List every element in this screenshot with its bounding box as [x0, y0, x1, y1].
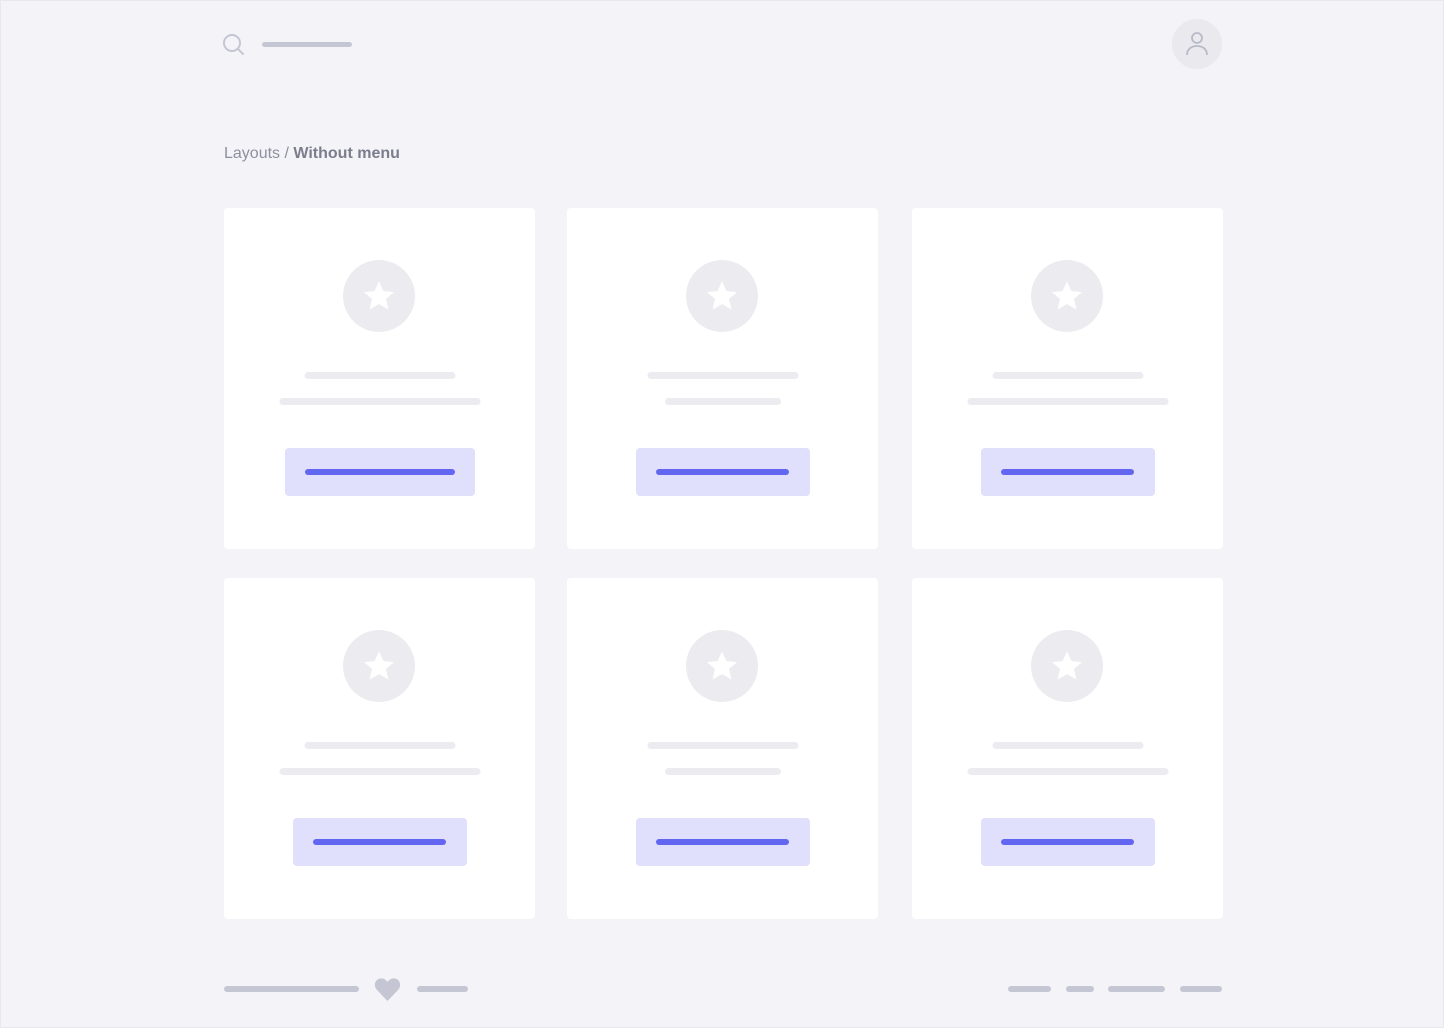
card-icon-circle: [686, 630, 758, 702]
card-subtitle: [967, 398, 1168, 405]
card-subtitle: [279, 768, 480, 775]
card-subtitle: [279, 398, 480, 405]
card: [567, 208, 878, 549]
card-button[interactable]: [284, 448, 475, 496]
card: [912, 208, 1223, 549]
breadcrumb: Layouts / Without menu: [224, 145, 400, 163]
search-input[interactable]: [262, 42, 352, 47]
heart-icon: [374, 978, 401, 1001]
card-title: [304, 372, 455, 379]
card-button-label: [304, 469, 455, 475]
footer-link[interactable]: [1008, 986, 1051, 992]
search-icon[interactable]: [222, 33, 246, 57]
card-button[interactable]: [635, 818, 810, 866]
star-icon: [1051, 651, 1083, 680]
card-title: [304, 742, 455, 749]
user-icon: [1186, 32, 1208, 56]
card-button[interactable]: [980, 818, 1155, 866]
breadcrumb-parent[interactable]: Layouts: [224, 145, 281, 162]
card-button-label: [1001, 839, 1134, 845]
footer-link[interactable]: [1108, 986, 1165, 992]
card-icon-circle: [343, 260, 415, 332]
avatar[interactable]: [1172, 19, 1222, 69]
star-icon: [363, 651, 395, 680]
card-button-label: [1001, 469, 1134, 475]
breadcrumb-separator: /: [280, 145, 294, 162]
card-button-label: [656, 839, 789, 845]
footer-text: [224, 986, 359, 992]
card-button[interactable]: [292, 818, 467, 866]
card: [224, 208, 535, 549]
card: [912, 578, 1223, 919]
card-button-label: [313, 839, 446, 845]
footer-text: [417, 986, 468, 992]
star-icon: [1051, 281, 1083, 310]
card-title: [992, 742, 1143, 749]
card-button[interactable]: [980, 448, 1155, 496]
footer-link[interactable]: [1066, 986, 1094, 992]
card-title: [647, 742, 798, 749]
card-title: [992, 372, 1143, 379]
star-icon: [363, 281, 395, 310]
card-icon-circle: [686, 260, 758, 332]
card-icon-circle: [1031, 630, 1103, 702]
star-icon: [706, 281, 738, 310]
card-subtitle: [664, 398, 781, 405]
star-icon: [706, 651, 738, 680]
card-title: [647, 372, 798, 379]
card-subtitle: [664, 768, 781, 775]
card-icon-circle: [1031, 260, 1103, 332]
card: [224, 578, 535, 919]
footer-link[interactable]: [1180, 986, 1222, 992]
breadcrumb-current: Without menu: [293, 145, 400, 162]
card: [567, 578, 878, 919]
card-button-label: [656, 469, 789, 475]
card-subtitle: [967, 768, 1168, 775]
card-icon-circle: [343, 630, 415, 702]
card-button[interactable]: [635, 448, 810, 496]
